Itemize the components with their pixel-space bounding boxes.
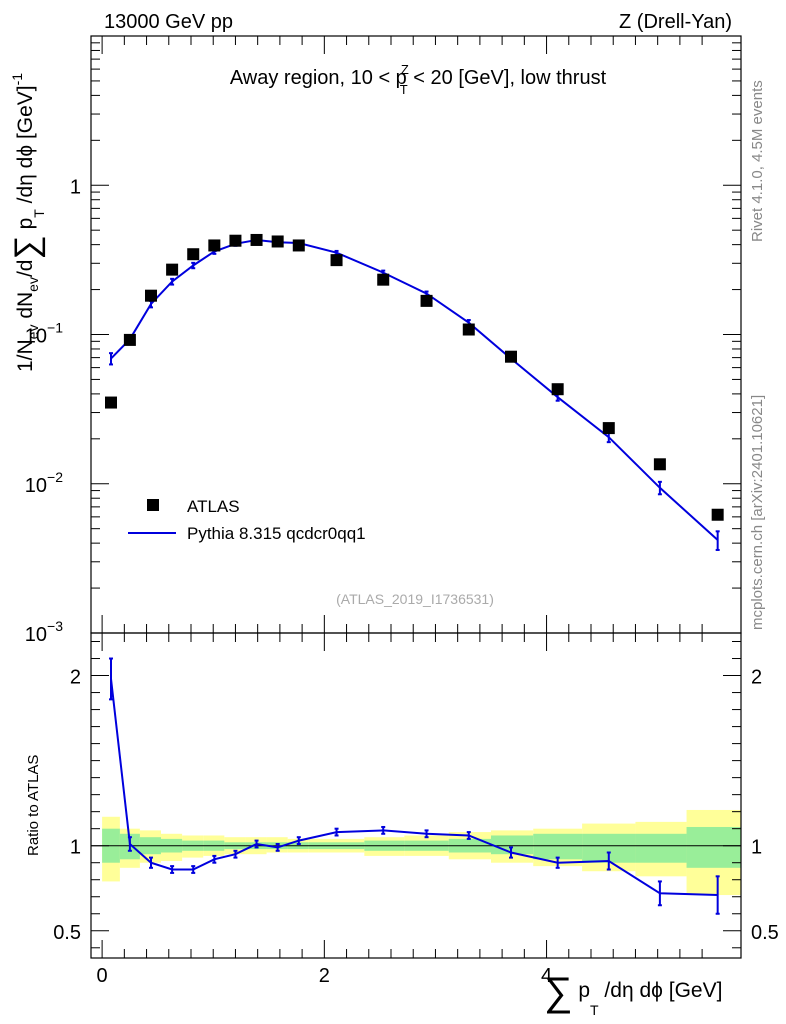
title-sub-t: T <box>400 82 408 97</box>
main-ticks: 10−310−210−11 <box>25 36 741 646</box>
ratio-xtick-label: 0 <box>97 965 108 987</box>
atlas-data-point <box>123 333 136 346</box>
ratio-ylabel: Ratio to ATLAS <box>25 755 42 856</box>
title-sup-z: Z <box>401 62 409 77</box>
xlabel-part-2: /dη dϕ [GeV] <box>599 979 723 1002</box>
ratio-ytick-label-right: 1 <box>751 837 762 859</box>
atlas-data-point <box>292 239 305 252</box>
source-label: mcplots.cern.ch [arXiv:2401.10621] <box>749 395 766 630</box>
xlabel-sum: ∑ <box>544 970 573 1014</box>
ylabel-sub-ev-1: ev <box>25 325 41 340</box>
atlas-data-point <box>653 458 666 471</box>
xlabel-sub-t: T <box>590 1002 599 1018</box>
atlas-data-point <box>187 248 200 261</box>
atlas-data-point <box>105 396 117 409</box>
atlas-data-point <box>271 235 284 248</box>
ylabel-part-1: 1/N <box>14 339 37 372</box>
main-ytick-label-exp: −3 <box>47 618 63 634</box>
main-ylabel: 1/Nev dNev/d∑ pT /dη dϕ [GeV]-1 <box>8 73 47 372</box>
ylabel-part-4: p <box>14 218 37 236</box>
ratio-ytick-label-left: 1 <box>70 837 81 859</box>
ylabel-part-2: dN <box>14 292 37 325</box>
atlas-data-point <box>208 239 221 252</box>
legend-marker-atlas <box>147 499 159 511</box>
ratio-band-green <box>686 826 741 868</box>
header-left: 13000 GeV pp <box>104 11 233 33</box>
ratio-ytick-label-left: 2 <box>70 667 81 689</box>
ratio-ticks: 0.5 0.5 1 1 2 2 0 2 4 <box>53 633 779 987</box>
atlas-data-point <box>250 233 263 246</box>
legend: ATLAS Pythia 8.315 qcdcr0qq1 <box>128 497 366 543</box>
atlas-data-point <box>420 294 433 307</box>
main-series <box>105 233 724 551</box>
main-ytick-label-exp: −1 <box>47 320 63 336</box>
ratio-xlabel: ∑ pT /dη dϕ [GeV] <box>544 970 722 1018</box>
ylabel-part-5: /dη dϕ [GeV] <box>14 85 37 209</box>
ylabel-part-3: /d <box>14 260 37 278</box>
atlas-data-point <box>229 234 242 247</box>
main-ytick-label: 1 <box>70 176 81 198</box>
xlabel-part-1: p <box>573 979 591 1002</box>
atlas-data-point <box>330 254 343 267</box>
ratio-band-green <box>533 833 583 860</box>
rivet-version-label: Rivet 4.1.0, 4.5M events <box>749 80 766 242</box>
legend-label-atlas: ATLAS <box>187 497 240 516</box>
atlas-data-point <box>505 350 517 363</box>
ratio-frame <box>90 632 742 959</box>
atlas-data-point <box>145 289 157 302</box>
main-panel: 10−310−210−11 Away region, 10 < pZ T < 20… <box>8 35 742 646</box>
main-title: Away region, 10 < pZ T < 20 [GeV], low th… <box>230 62 607 97</box>
atlas-data-point <box>551 383 564 396</box>
legend-label-pythia: Pythia 8.315 qcdcr0qq1 <box>187 524 366 543</box>
atlas-data-point <box>166 263 179 276</box>
atlas-data-point <box>602 422 615 435</box>
main-ytick-label-exp: −2 <box>47 469 63 485</box>
ratio-series <box>109 657 720 915</box>
ylabel-sub-ev-2: ev <box>25 277 41 292</box>
atlas-data-point <box>711 508 724 521</box>
ratio-band-green <box>491 835 534 855</box>
ratio-xtick-label: 2 <box>319 965 330 987</box>
ratio-panel: 0.5 0.5 1 1 2 2 0 2 4 Ratio to ATLAS ∑ pT /dη dϕ… <box>25 632 779 1018</box>
ylabel-sub-t: T <box>31 209 47 218</box>
atlas-data-point <box>462 323 475 336</box>
ylabel-sup: -1 <box>9 73 25 86</box>
title-part-1: Away region, 10 < p <box>230 67 407 89</box>
header-right: Z (Drell-Yan) <box>619 11 732 33</box>
title-part-2: < 20 [GeV], low thrust <box>408 67 607 89</box>
analysis-annotation: (ATLAS_2019_I1736531) <box>336 591 494 607</box>
ratio-xtick-label: 4 <box>541 965 552 987</box>
ylabel-sum: ∑ <box>8 235 46 259</box>
ratio-ytick-label-right: 2 <box>751 667 762 689</box>
ratio-ytick-label-left: 0.5 <box>53 922 81 944</box>
ratio-band-green <box>635 833 687 863</box>
atlas-data-point <box>377 273 390 286</box>
ratio-ytick-label-right: 0.5 <box>751 922 779 944</box>
